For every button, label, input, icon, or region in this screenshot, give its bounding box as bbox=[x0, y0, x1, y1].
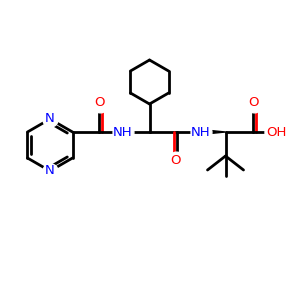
Text: N: N bbox=[45, 112, 55, 125]
Text: NH: NH bbox=[113, 125, 132, 139]
Text: OH: OH bbox=[266, 125, 287, 139]
Text: O: O bbox=[94, 97, 105, 110]
Text: NH: NH bbox=[191, 125, 210, 139]
Text: N: N bbox=[45, 164, 55, 178]
Text: O: O bbox=[248, 97, 259, 110]
Polygon shape bbox=[206, 130, 226, 134]
Text: O: O bbox=[170, 154, 181, 167]
